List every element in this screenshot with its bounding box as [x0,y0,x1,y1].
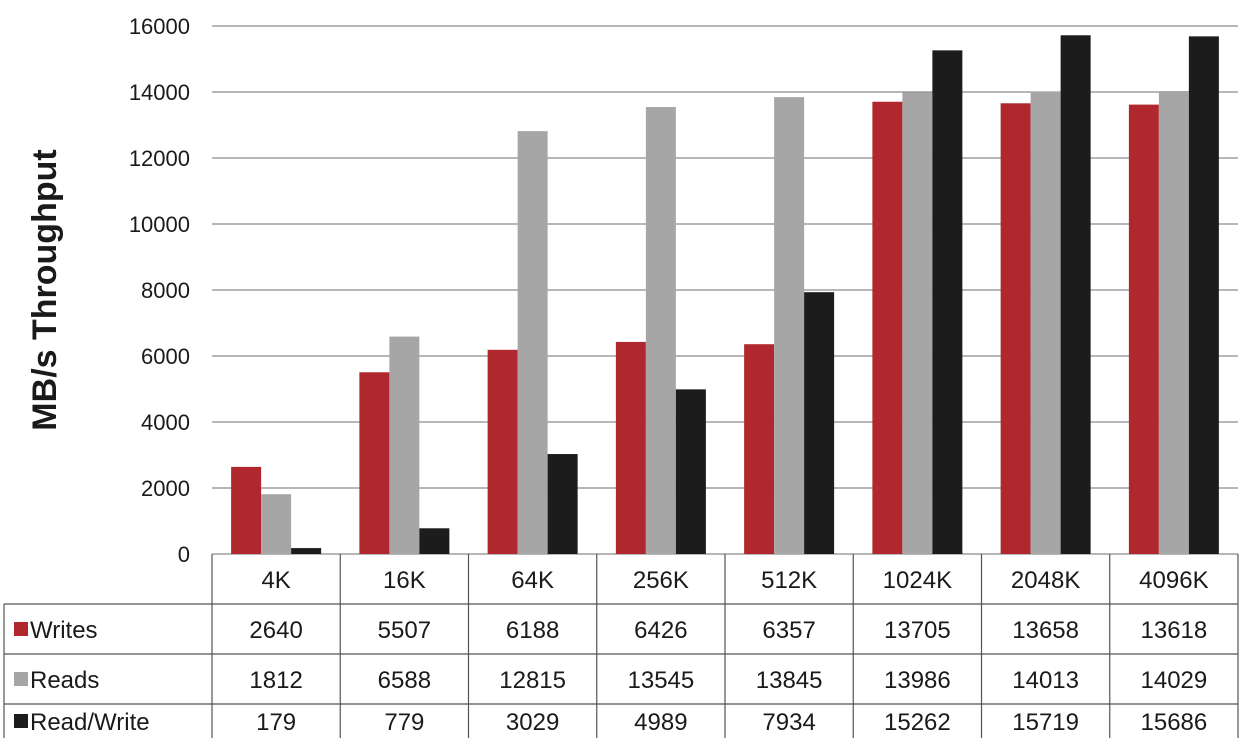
bar-read-write-16k [419,528,450,554]
legend-entry: Reads [30,667,99,694]
bar-reads-512k [774,97,805,555]
data-label: 13705 [884,617,951,644]
legend-entry: Read/Write [30,709,150,736]
data-label: 13618 [1141,617,1208,644]
legend-swatch [14,714,28,728]
bar-writes-16k [359,372,390,554]
data-label: 13845 [756,667,823,694]
bar-reads-16k [389,336,420,554]
bar-writes-64k [487,349,518,554]
data-label: 13986 [884,667,951,694]
y-tick-label: 2000 [141,476,190,501]
bar-writes-256k [615,341,646,554]
bar-read-write-256k [675,389,706,554]
data-label: 13658 [1012,617,1079,644]
y-tick-label: 14000 [129,80,190,105]
bar-read-write-1024k [932,50,963,554]
data-label: 5507 [378,617,431,644]
y-tick-label: 6000 [141,344,190,369]
bar-writes-2048k [1000,103,1031,554]
data-label: 4989 [634,709,687,736]
data-label: 6357 [762,617,815,644]
y-tick-label: 4000 [141,410,190,435]
bar-reads-2048k [1030,91,1061,555]
bar-read-write-4096k [1188,36,1219,554]
data-label: 179 [256,709,296,736]
data-label: 15719 [1012,709,1079,736]
bar-read-write-2048k [1060,35,1091,554]
x-tick-label: 16K [383,567,426,594]
bar-writes-1024k [872,101,903,555]
bar-read-write-4k [291,548,322,554]
data-label: 12815 [499,667,566,694]
x-tick-label: 2048K [1011,567,1080,594]
data-label: 3029 [506,709,559,736]
bar-reads-256k [645,107,676,554]
bar-writes-4k [231,466,262,554]
y-tick-label: 0 [178,542,190,567]
x-tick-label: 512K [761,567,817,594]
legend-entry: Writes [30,617,98,644]
bars [231,35,1219,555]
data-table: 4K 16K 64K 256K 512K 1024K 2048K 4096K Writes 264… [3,554,1239,738]
data-label: 13545 [628,667,695,694]
y-tick-label: 8000 [141,278,190,303]
data-label: 6588 [378,667,431,694]
x-tick-label: 64K [511,567,554,594]
data-label: 779 [384,709,424,736]
data-label: 15686 [1141,709,1208,736]
x-tick-label: 4K [261,567,290,594]
y-tick-label: 12000 [129,146,190,171]
legend-swatch [14,672,28,686]
bar-writes-512k [744,344,775,554]
x-tick-label: 1024K [883,567,952,594]
bar-reads-1024k [902,92,933,554]
bar-read-write-512k [804,292,835,554]
y-tick-label: 10000 [129,212,190,237]
data-label: 2640 [249,617,302,644]
data-label: 14013 [1012,667,1079,694]
data-label: 6188 [506,617,559,644]
bar-writes-4096k [1128,104,1159,554]
data-label: 15262 [884,709,951,736]
x-tick-label: 4096K [1139,567,1208,594]
data-label: 7934 [762,709,815,736]
y-axis-label: MB/s Throughput [26,149,64,430]
y-tick-labels: 0 2000 4000 6000 8000 10000 12000 14000 16000 [129,14,190,567]
legend-swatch [14,622,28,636]
data-label: 6426 [634,617,687,644]
y-tick-label: 16000 [129,14,190,39]
data-label: 1812 [249,667,302,694]
data-label: 14029 [1141,667,1208,694]
bar-reads-4096k [1158,91,1189,554]
bar-reads-64k [517,131,548,555]
x-tick-label: 256K [633,567,689,594]
bar-read-write-64k [547,454,578,554]
bar-reads-4k [261,494,292,554]
